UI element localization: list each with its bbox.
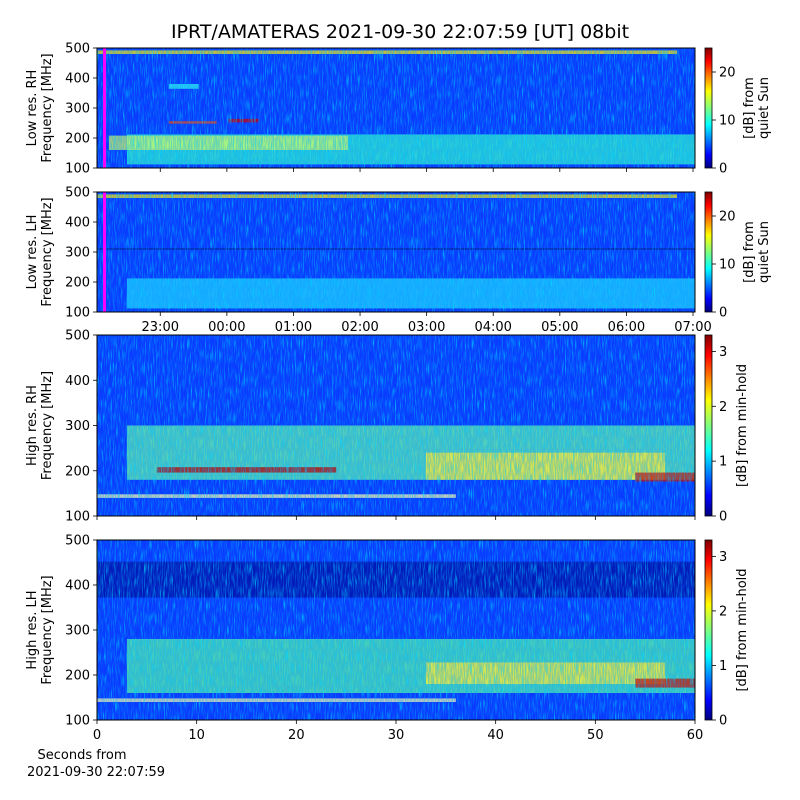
y-tick-label: 200: [65, 276, 90, 291]
y-tick-label: 300: [65, 624, 90, 639]
colorbar-tick-label: 10: [719, 114, 736, 129]
colorbar-tick-label: 1: [719, 455, 727, 470]
time-marker: [103, 192, 106, 312]
colorbar-tick-label: 10: [719, 258, 736, 273]
y-tick-label: 200: [65, 669, 90, 684]
colorbar-tick-label: 0: [719, 162, 727, 177]
x-tick-label: 03:00: [408, 320, 445, 335]
y-axis-label: Frequency [MHz]: [40, 197, 55, 306]
y-axis-label: High res. RH: [25, 385, 40, 466]
spectrogram-noise: [97, 48, 695, 168]
x-tick-label: 0: [93, 728, 101, 743]
colorbar-label: [dB] from min-hold: [735, 568, 750, 691]
colorbar-tick-label: 3: [719, 345, 727, 360]
y-tick-label: 100: [65, 714, 90, 729]
chart-title: IPRT/AMATERAS 2021-09-30 22:07:59 [UT] 0…: [171, 21, 629, 43]
colorbar-label: [dB] from: [742, 77, 757, 139]
colorbar-tick-label: 2: [719, 400, 727, 415]
y-tick-label: 500: [65, 42, 90, 57]
colorbar-label: quiet Sun: [757, 77, 772, 139]
x-tick-label: 20: [288, 728, 305, 743]
x-axis-label: 2021-09-30 22:07:59: [27, 765, 165, 780]
spectrogram-noise: [97, 335, 695, 516]
colorbar: [704, 334, 713, 517]
x-tick-label: 02:00: [341, 320, 378, 335]
y-axis-label: High res. LH: [25, 590, 40, 669]
y-tick-label: 500: [65, 329, 90, 344]
y-tick-label: 100: [65, 306, 90, 321]
x-tick-label: 05:00: [541, 320, 578, 335]
colorbar-tick-label: 3: [719, 550, 727, 565]
y-tick-label: 300: [65, 102, 90, 117]
colorbar-label: [dB] from min-hold: [735, 364, 750, 487]
colorbar-label: quiet Sun: [757, 221, 772, 283]
x-tick-label: 00:00: [208, 320, 245, 335]
colorbar-tick-label: 20: [719, 66, 736, 81]
x-tick-label: 60: [687, 728, 704, 743]
y-axis-label: Low res. LH: [25, 215, 40, 290]
colorbar-tick-label: 0: [719, 510, 727, 525]
y-axis-label: Frequency [MHz]: [40, 53, 55, 162]
y-tick-label: 400: [65, 579, 90, 594]
x-tick-label: 30: [388, 728, 405, 743]
x-tick-label: 40: [487, 728, 504, 743]
colorbar-tick-label: 2: [719, 604, 727, 619]
y-tick-label: 200: [65, 464, 90, 479]
x-tick-label: 07:00: [674, 320, 711, 335]
colorbar: [704, 191, 713, 313]
x-tick-label: 23:00: [142, 320, 179, 335]
spectrogram-noise: [97, 192, 695, 312]
colorbar: [704, 539, 713, 721]
y-tick-label: 100: [65, 510, 90, 525]
y-tick-label: 300: [65, 246, 90, 261]
colorbar: [704, 47, 713, 169]
spectrogram-noise: [97, 540, 695, 720]
x-tick-label: 10: [188, 728, 205, 743]
y-tick-label: 400: [65, 216, 90, 231]
x-tick-label: 06:00: [608, 320, 645, 335]
y-tick-label: 300: [65, 419, 90, 434]
y-tick-label: 200: [65, 132, 90, 147]
x-tick-label: 01:00: [275, 320, 312, 335]
x-axis-label: Seconds from: [37, 748, 126, 763]
x-tick-label: 04:00: [474, 320, 511, 335]
y-tick-label: 400: [65, 72, 90, 87]
y-tick-label: 500: [65, 186, 90, 201]
y-axis-label: Frequency [MHz]: [40, 575, 55, 684]
colorbar-tick-label: 0: [719, 714, 727, 729]
colorbar-tick-label: 0: [719, 306, 727, 321]
colorbar-tick-label: 20: [719, 210, 736, 225]
x-tick-label: 50: [587, 728, 604, 743]
y-tick-label: 500: [65, 534, 90, 549]
y-axis-label: Low res. RH: [25, 70, 40, 147]
y-axis-label: Frequency [MHz]: [40, 371, 55, 480]
colorbar-label: [dB] from: [742, 221, 757, 283]
y-tick-label: 400: [65, 374, 90, 389]
y-tick-label: 100: [65, 162, 90, 177]
colorbar-tick-label: 1: [719, 659, 727, 674]
time-marker: [103, 48, 106, 168]
